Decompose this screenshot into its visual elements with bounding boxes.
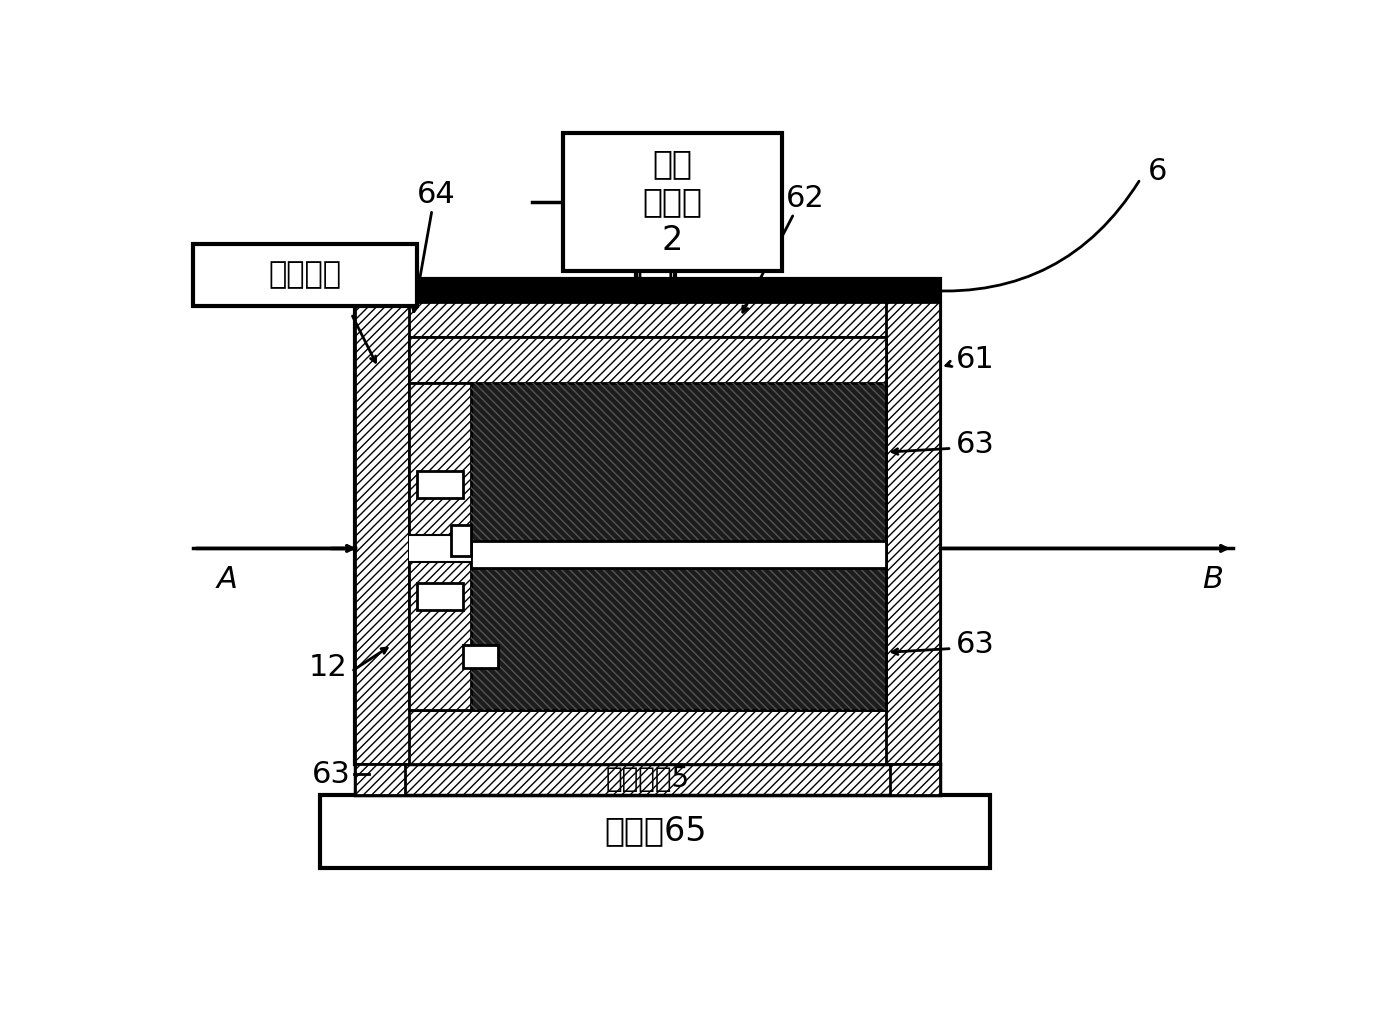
Bar [355, 278, 941, 337]
Bar [886, 278, 941, 764]
Bar [470, 382, 886, 541]
Bar [355, 764, 405, 795]
Text: 12: 12 [309, 653, 348, 682]
Bar [451, 526, 470, 556]
Text: 62: 62 [786, 184, 825, 213]
Bar [321, 795, 990, 868]
Bar [409, 382, 470, 710]
Bar [355, 278, 409, 764]
Bar [355, 278, 941, 764]
Text: 61: 61 [956, 345, 994, 374]
Bar [355, 710, 941, 764]
Text: A: A [216, 565, 237, 593]
Text: 63: 63 [956, 430, 994, 459]
Bar [409, 535, 470, 562]
Bar [891, 764, 941, 795]
Text: 制冷元件5: 制冷元件5 [606, 766, 690, 793]
Bar [463, 645, 497, 668]
Bar [355, 764, 941, 795]
Text: 6: 6 [1148, 156, 1167, 186]
Bar [470, 382, 886, 541]
Bar [355, 278, 941, 302]
Bar [355, 764, 405, 795]
Text: 64: 64 [416, 180, 455, 209]
Text: 温度
传感器
2: 温度 传感器 2 [642, 147, 702, 256]
Text: 散热片65: 散热片65 [604, 814, 706, 848]
Text: 遮光口径: 遮光口径 [268, 260, 342, 290]
Bar [470, 541, 886, 568]
Text: B: B [1202, 565, 1223, 593]
Text: 63: 63 [313, 760, 352, 789]
Text: 63: 63 [956, 631, 994, 659]
Bar [563, 132, 782, 271]
Bar [409, 337, 886, 382]
Bar [470, 568, 886, 710]
Bar [416, 583, 463, 610]
Bar [194, 244, 416, 306]
Bar [891, 764, 941, 795]
Bar [355, 764, 941, 795]
Bar [470, 568, 886, 710]
Bar [416, 471, 463, 498]
